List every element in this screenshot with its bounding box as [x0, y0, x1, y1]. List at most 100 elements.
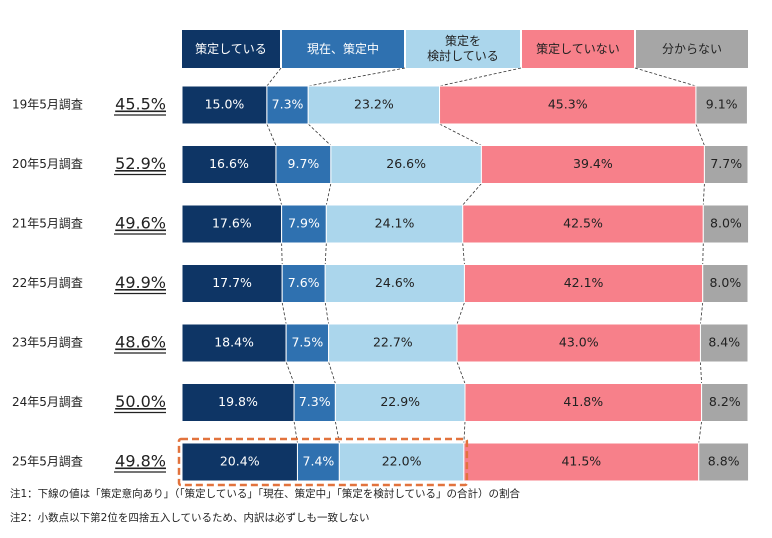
- connector: [695, 123, 705, 146]
- data-label: 17.7%: [212, 275, 252, 290]
- data-label: 8.0%: [710, 216, 742, 231]
- data-label: 7.6%: [288, 275, 320, 290]
- data-label: 8.4%: [708, 335, 740, 350]
- data-label: 22.9%: [380, 394, 420, 409]
- data-label: 19.8%: [218, 394, 258, 409]
- bar-segment: [456, 323, 701, 363]
- bar-segment: [181, 264, 283, 303]
- summary-value: 50.0%: [115, 392, 166, 411]
- bar-segment: [324, 264, 465, 303]
- connector: [324, 302, 329, 325]
- connector: [281, 302, 287, 325]
- connector: [324, 242, 327, 265]
- note: 注2：小数点以下第2位を四捨五入しているため、内訳は必ずしも一致しない: [10, 512, 370, 524]
- data-label: 20.4%: [220, 454, 260, 469]
- connector: [439, 123, 482, 146]
- bar-segment: [702, 204, 750, 244]
- bar-segment: [699, 323, 749, 363]
- connector: [293, 421, 298, 444]
- connector: [275, 183, 283, 206]
- data-label: 45.3%: [548, 97, 588, 112]
- bar-segment: [334, 383, 466, 422]
- bar-segment: [281, 204, 327, 244]
- bar-segment: [462, 204, 704, 244]
- summary-value: 48.6%: [115, 333, 166, 352]
- bar-segment: [296, 442, 340, 482]
- data-label: 42.1%: [564, 275, 604, 290]
- summary-value: 52.9%: [115, 154, 166, 173]
- category-label: 23年5月調査: [12, 336, 83, 350]
- data-label: 41.8%: [563, 394, 603, 409]
- connector: [266, 67, 282, 87]
- data-label: 24.6%: [375, 275, 415, 290]
- connector: [634, 67, 697, 87]
- data-label: 9.7%: [288, 156, 320, 171]
- data-label: 22.0%: [382, 454, 422, 469]
- connector: [285, 361, 295, 384]
- connector: [700, 361, 702, 384]
- connector: [456, 361, 466, 384]
- data-label: 7.7%: [710, 156, 742, 171]
- category-label: 24年5月調査: [12, 395, 83, 409]
- legend-entry: 策定している: [182, 30, 280, 68]
- connector: [334, 421, 340, 444]
- data-label: 22.7%: [373, 335, 413, 350]
- connector: [463, 421, 466, 444]
- connector: [462, 183, 482, 206]
- connector: [307, 123, 332, 146]
- bar-segment: [181, 383, 295, 422]
- data-label: 39.4%: [573, 156, 613, 171]
- data-label: 7.9%: [288, 216, 320, 231]
- data-label: 8.2%: [709, 394, 741, 409]
- bar-segment: [463, 442, 700, 482]
- bar-segment: [338, 442, 465, 482]
- note: 注1：下線の値は「策定意向あり」（「策定している」「現在、策定中」「策定を検討し…: [10, 488, 521, 500]
- data-label: 8.0%: [709, 275, 741, 290]
- connector: [702, 242, 704, 265]
- data-label: 42.5%: [563, 216, 603, 231]
- highlight-box: [177, 437, 469, 487]
- bar-segment: [463, 264, 704, 303]
- bar-segment: [266, 85, 309, 125]
- connector: [325, 183, 332, 206]
- data-label: 23.2%: [354, 97, 394, 112]
- category-label: 20年5月調査: [12, 157, 83, 171]
- category-label: 19年5月調査: [12, 98, 83, 112]
- bar-segment: [701, 383, 749, 422]
- category-label: 22年5月調査: [12, 276, 83, 290]
- bar-segment: [703, 145, 749, 184]
- data-label: 7.5%: [291, 335, 323, 350]
- legend-entry: 分からない: [636, 30, 748, 68]
- connector: [328, 361, 336, 384]
- connector: [308, 67, 406, 87]
- category-label: 25年5月調査: [12, 455, 83, 469]
- data-label: 43.0%: [559, 335, 599, 350]
- data-label: 7.3%: [272, 97, 304, 112]
- bar-segment: [275, 145, 332, 184]
- category-label: 21年5月調査: [12, 217, 83, 231]
- connector: [456, 302, 465, 325]
- bar-segment: [281, 264, 326, 303]
- bar-segment: [325, 204, 464, 244]
- data-label: 16.6%: [209, 156, 249, 171]
- bar-segment: [181, 145, 277, 184]
- data-label: 41.5%: [561, 454, 601, 469]
- data-label: 7.3%: [299, 394, 331, 409]
- bar-segment: [285, 323, 330, 363]
- summary-value: 49.8%: [115, 452, 166, 471]
- data-label: 24.1%: [375, 216, 415, 231]
- connector: [702, 183, 705, 206]
- bar-segment: [181, 442, 298, 482]
- connector: [698, 421, 702, 444]
- data-label: 9.1%: [706, 97, 738, 112]
- summary-value: 49.6%: [115, 214, 166, 233]
- data-label: 26.6%: [386, 156, 426, 171]
- legend-entry: 現在、策定中: [282, 30, 404, 68]
- bar-segment: [702, 264, 749, 303]
- summary-value: 45.5%: [115, 95, 166, 114]
- data-label: 8.8%: [708, 454, 740, 469]
- data-label: 15.0%: [205, 97, 245, 112]
- connector: [266, 123, 277, 146]
